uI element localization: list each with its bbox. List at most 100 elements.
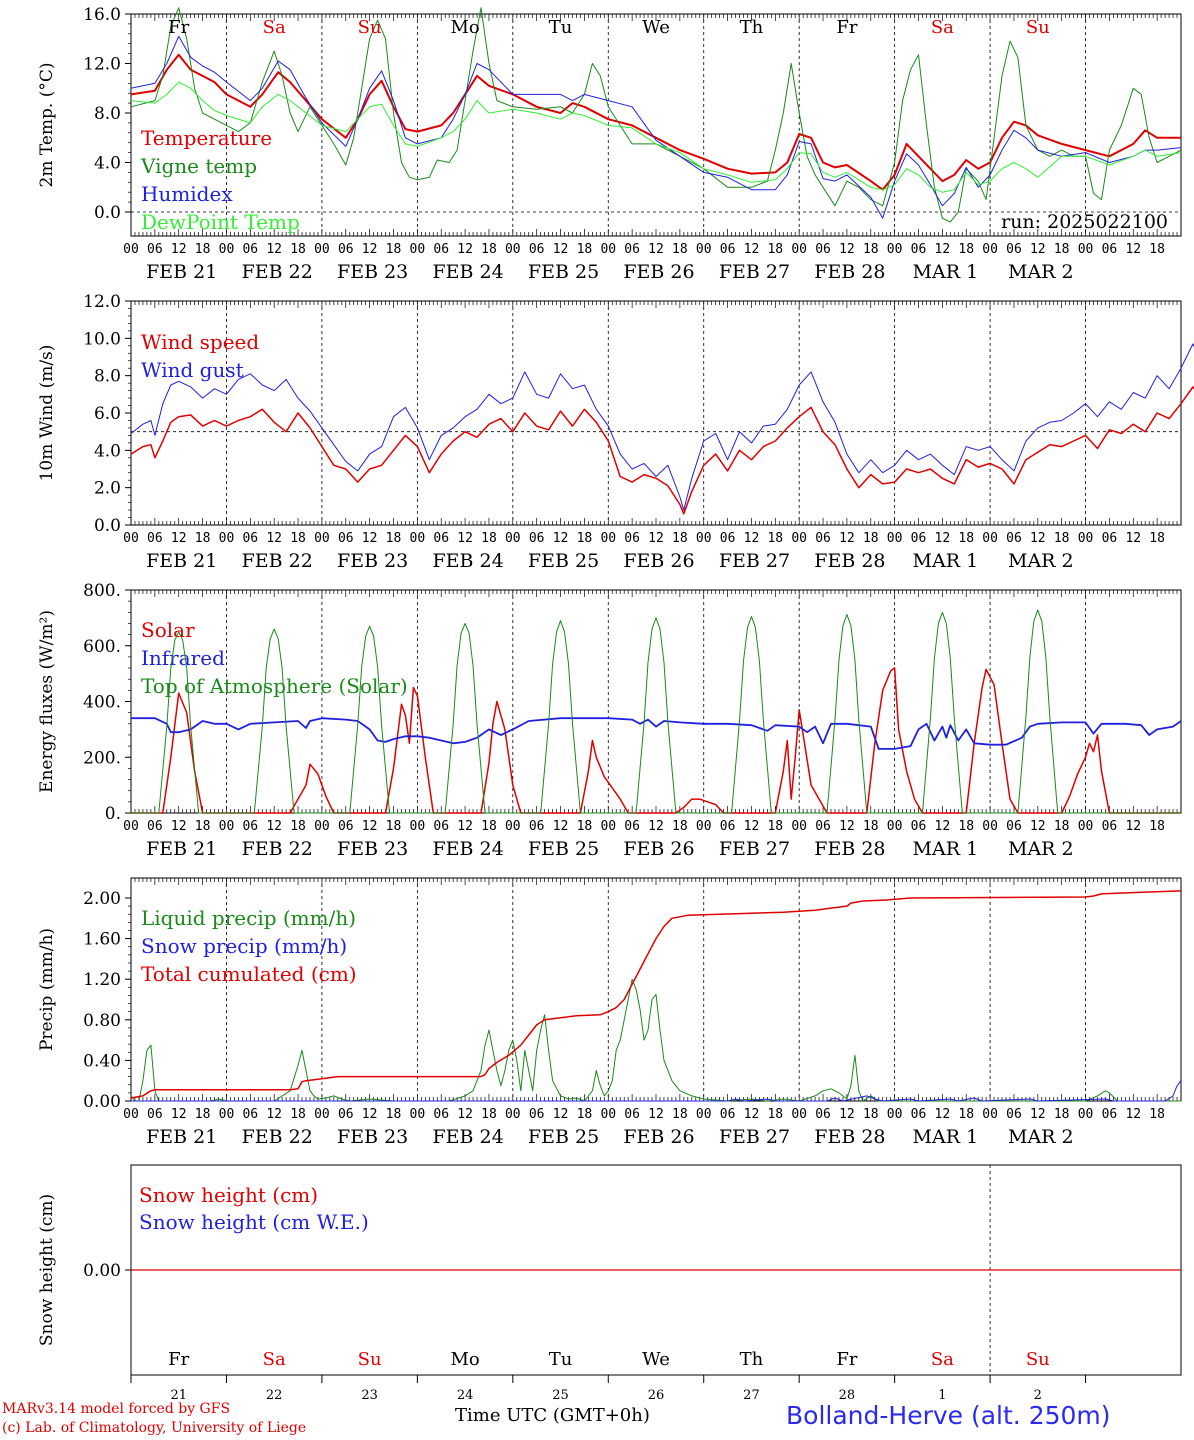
hour-tick-label: 00 bbox=[410, 242, 426, 257]
day-number: 22 bbox=[266, 1388, 283, 1403]
hour-tick-label: 00 bbox=[887, 1107, 903, 1122]
series-line-temperature bbox=[130, 53, 1181, 191]
hour-tick-label: 12 bbox=[1125, 819, 1141, 834]
day-name-top: Sa bbox=[263, 17, 286, 38]
date-label: FEB 23 bbox=[337, 838, 408, 860]
day-name-bottom: Fr bbox=[168, 1349, 189, 1370]
hour-tick-label: 06 bbox=[433, 531, 449, 546]
hour-tick-label: 06 bbox=[147, 1107, 163, 1122]
hour-tick-label: 18 bbox=[481, 819, 497, 834]
y-tick-label: 10.0 bbox=[83, 329, 121, 349]
hour-tick-label: 00 bbox=[982, 819, 998, 834]
date-label: FEB 27 bbox=[719, 550, 790, 572]
day-name-bottom: Th bbox=[740, 1349, 764, 1370]
day-name-top: Mo bbox=[450, 17, 479, 38]
hour-tick-label: 18 bbox=[958, 242, 974, 257]
day-number: 28 bbox=[839, 1388, 856, 1403]
hour-tick-label: 18 bbox=[767, 242, 783, 257]
hour-tick-label: 18 bbox=[863, 1107, 879, 1122]
hour-tick-label: 06 bbox=[1006, 1107, 1022, 1122]
date-label: FEB 28 bbox=[814, 261, 885, 283]
y-tick-label: 800. bbox=[83, 581, 121, 601]
date-label: FEB 27 bbox=[719, 261, 790, 283]
hour-tick-label: 12 bbox=[1030, 531, 1046, 546]
hour-tick-label: 12 bbox=[839, 1107, 855, 1122]
hour-tick-label: 18 bbox=[290, 1107, 306, 1122]
hour-tick-label: 12 bbox=[839, 819, 855, 834]
series-line-top-of-atmosphere-solar bbox=[131, 609, 1181, 814]
hour-tick-label: 18 bbox=[481, 242, 497, 257]
y-tick-label: 4.0 bbox=[94, 154, 121, 174]
hour-tick-label: 00 bbox=[696, 1107, 712, 1122]
date-label: FEB 21 bbox=[146, 261, 217, 283]
date-label: FEB 28 bbox=[814, 838, 885, 860]
hour-tick-label: 06 bbox=[242, 531, 258, 546]
hour-tick-label: 12 bbox=[457, 819, 473, 834]
hour-tick-label: 18 bbox=[577, 242, 593, 257]
y-tick-label: 1.60 bbox=[83, 930, 121, 950]
hour-tick-label: 06 bbox=[911, 242, 927, 257]
legend-entry: Top of Atmosphere (Solar) bbox=[141, 674, 408, 698]
day-number: 21 bbox=[170, 1388, 187, 1403]
hour-tick-label: 06 bbox=[529, 1107, 545, 1122]
hour-tick-label: 00 bbox=[219, 1107, 235, 1122]
date-label: FEB 22 bbox=[242, 261, 313, 283]
hour-tick-label: 00 bbox=[791, 1107, 807, 1122]
hour-tick-label: 06 bbox=[1102, 819, 1118, 834]
hour-tick-label: 18 bbox=[577, 531, 593, 546]
day-name-top: Fr bbox=[168, 17, 189, 38]
day-name-bottom: Sa bbox=[931, 1349, 954, 1370]
hour-tick-label: 06 bbox=[433, 819, 449, 834]
legend-entry: Solar bbox=[141, 618, 195, 642]
day-number: 2 bbox=[1034, 1388, 1042, 1403]
y-tick-label: 200. bbox=[83, 748, 121, 768]
hour-tick-label: 06 bbox=[147, 242, 163, 257]
hour-tick-label: 00 bbox=[600, 531, 616, 546]
hour-tick-label: 18 bbox=[386, 1107, 402, 1122]
hour-tick-label: 06 bbox=[1102, 242, 1118, 257]
hour-tick-label: 12 bbox=[457, 1107, 473, 1122]
hour-tick-label: 12 bbox=[1030, 1107, 1046, 1122]
date-label: FEB 22 bbox=[242, 838, 313, 860]
hour-tick-label: 06 bbox=[624, 242, 640, 257]
hour-tick-label: 18 bbox=[1054, 1107, 1070, 1122]
copyright-credit: (c) Lab. of Climatology, University of L… bbox=[2, 1420, 307, 1436]
hour-tick-label: 12 bbox=[266, 531, 282, 546]
day-name-top: Fr bbox=[836, 17, 857, 38]
day-name-bottom: Su bbox=[358, 1349, 382, 1370]
y-axis-label: Energy fluxes (W/m²) bbox=[37, 610, 57, 793]
hour-tick-label: 18 bbox=[195, 819, 211, 834]
hour-tick-label: 00 bbox=[982, 531, 998, 546]
day-name-bottom: We bbox=[642, 1349, 670, 1370]
date-label: FEB 26 bbox=[623, 1126, 694, 1148]
legend-entry: Total cumulated (cm) bbox=[141, 962, 357, 986]
day-number: 23 bbox=[361, 1388, 378, 1403]
hour-tick-label: 18 bbox=[386, 531, 402, 546]
y-tick-label: 0. bbox=[105, 804, 121, 824]
date-label: FEB 24 bbox=[432, 1126, 503, 1148]
hour-tick-label: 00 bbox=[1078, 531, 1094, 546]
hour-tick-label: 18 bbox=[958, 1107, 974, 1122]
hour-tick-label: 06 bbox=[720, 1107, 736, 1122]
model-credit: MARv3.14 model forced by GFS bbox=[2, 1401, 231, 1417]
hour-tick-label: 00 bbox=[314, 531, 330, 546]
panel-5: 0.00 Snow height (cm) Snow height (cm) Snow… bbox=[37, 1164, 1182, 1376]
day-number: 24 bbox=[457, 1388, 474, 1403]
hour-tick-label: 00 bbox=[219, 242, 235, 257]
hour-tick-label: 12 bbox=[362, 1107, 378, 1122]
hour-tick-label: 18 bbox=[290, 531, 306, 546]
day-number: 25 bbox=[552, 1388, 569, 1403]
hour-tick-label: 12 bbox=[1030, 819, 1046, 834]
hour-tick-label: 06 bbox=[624, 531, 640, 546]
hour-tick-label: 18 bbox=[1149, 819, 1165, 834]
hour-tick-label: 00 bbox=[600, 242, 616, 257]
hour-tick-label: 18 bbox=[290, 242, 306, 257]
series-line-solar bbox=[131, 667, 1181, 814]
y-tick-label: 8.0 bbox=[94, 367, 121, 387]
date-label: FEB 21 bbox=[146, 550, 217, 572]
legend-entry: Wind gust bbox=[141, 358, 244, 382]
date-label: FEB 24 bbox=[432, 550, 503, 572]
hour-tick-label: 18 bbox=[195, 242, 211, 257]
date-label: MAR 2 bbox=[1008, 1126, 1074, 1148]
y-axis-label: Precip (mm/h) bbox=[37, 928, 57, 1051]
